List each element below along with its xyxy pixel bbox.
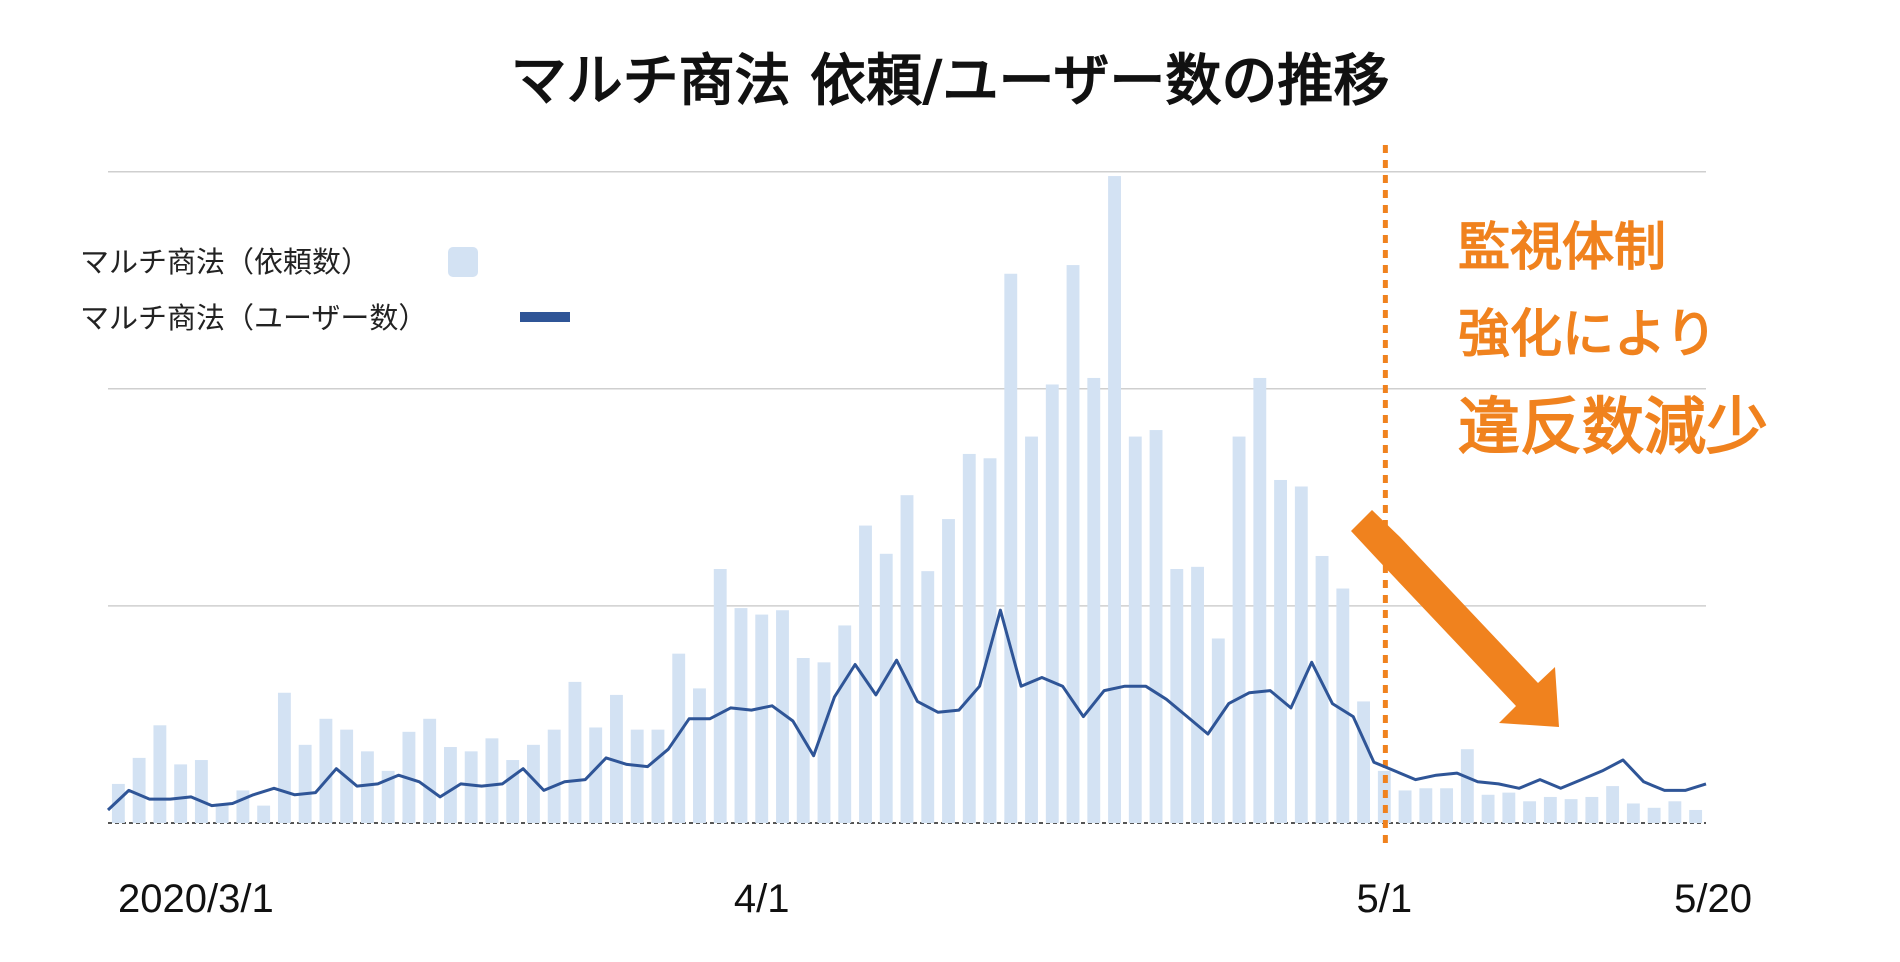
- bar: [1585, 796, 1599, 823]
- line-series: [106, 608, 1707, 812]
- bar: [1232, 436, 1246, 823]
- bar: [651, 729, 665, 823]
- bar: [1523, 801, 1537, 823]
- x-tick-label: 2020/3/1: [118, 877, 274, 921]
- bar: [817, 662, 831, 823]
- bar: [921, 571, 935, 823]
- bar: [464, 751, 478, 823]
- bar: [547, 729, 561, 823]
- bar: [734, 608, 748, 823]
- bar: [1502, 792, 1516, 823]
- bar: [610, 694, 623, 823]
- bar: [1087, 377, 1101, 823]
- bar: [983, 458, 997, 823]
- bar: [1357, 701, 1371, 823]
- bar: [298, 744, 312, 823]
- bar: [942, 519, 955, 823]
- bar: [900, 495, 914, 823]
- bar: [319, 718, 333, 823]
- bar: [1066, 265, 1080, 823]
- callout-line-1: 監視体制: [1458, 218, 1666, 278]
- bar: [1564, 799, 1578, 823]
- bar: [1647, 807, 1661, 823]
- bar: [713, 568, 727, 823]
- bar: [1211, 638, 1225, 823]
- bar: [1274, 479, 1287, 823]
- bar: [1253, 377, 1267, 823]
- bar: [236, 790, 250, 823]
- legend-swatch-line: [520, 312, 570, 322]
- bar: [194, 760, 208, 823]
- bar: [1191, 566, 1204, 823]
- bar: [485, 738, 499, 823]
- callout-line-3: 違反数減少: [1458, 390, 1768, 463]
- bar: [443, 747, 457, 823]
- bar: [1689, 809, 1703, 823]
- bar: [693, 688, 706, 823]
- bar: [879, 553, 893, 823]
- bar: [630, 729, 644, 823]
- bar: [1045, 384, 1059, 823]
- bar: [859, 525, 872, 823]
- bar: [1128, 436, 1142, 823]
- bar: [776, 610, 789, 823]
- x-axis-ticks: 2020/3/1 4/1 5/1 5/20: [118, 877, 1752, 921]
- bar: [1004, 273, 1018, 824]
- x-tick-label: 5/20: [1674, 877, 1752, 921]
- bar: [1668, 801, 1682, 823]
- bar: [423, 718, 437, 823]
- bar: [506, 760, 520, 823]
- bar: [1626, 803, 1640, 823]
- bar: [1108, 176, 1121, 823]
- series-line: [106, 608, 1707, 812]
- bar: [360, 751, 374, 823]
- legend-label-line: マルチ商法（ユーザー数）: [80, 301, 427, 335]
- legend-label-bar: マルチ商法（依頼数）: [80, 245, 370, 279]
- bar: [1149, 430, 1163, 823]
- bar: [1170, 568, 1184, 823]
- annotation-callout: 監視体制 強化により 違反数減少: [1458, 218, 1768, 463]
- bar: [174, 764, 188, 823]
- bar: [838, 625, 852, 823]
- bar: [111, 783, 125, 823]
- callout-line-2: 強化により: [1458, 305, 1717, 365]
- bar: [381, 770, 395, 823]
- bar: [1419, 788, 1433, 823]
- bar: [755, 614, 769, 823]
- down-right-arrow-icon: [1351, 510, 1559, 727]
- bar: [1440, 788, 1454, 823]
- x-tick-label: 4/1: [734, 877, 790, 921]
- bar: [257, 805, 271, 823]
- bar: [527, 744, 540, 823]
- bar: [1398, 790, 1412, 823]
- legend: マルチ商法（依頼数） マルチ商法（ユーザー数）: [80, 245, 570, 335]
- bar: [1315, 555, 1329, 823]
- bar: [1543, 796, 1557, 823]
- bar: [153, 725, 167, 823]
- bar: [672, 653, 686, 823]
- bar: [1025, 436, 1038, 823]
- bar: [589, 727, 603, 823]
- bar: [1481, 794, 1495, 823]
- legend-swatch-bar: [448, 247, 478, 277]
- bar: [1294, 486, 1308, 823]
- bar: [568, 681, 582, 823]
- bar-series: [111, 176, 1703, 824]
- bar: [962, 453, 976, 823]
- bar: [215, 803, 229, 823]
- bar: [277, 692, 291, 823]
- bar: [132, 757, 146, 823]
- chart-title: マルチ商法 依頼/ユーザー数の推移: [511, 49, 1390, 114]
- bar: [1606, 786, 1620, 823]
- bar: [1336, 588, 1350, 823]
- bar: [1460, 749, 1474, 823]
- x-tick-label: 5/1: [1357, 877, 1413, 921]
